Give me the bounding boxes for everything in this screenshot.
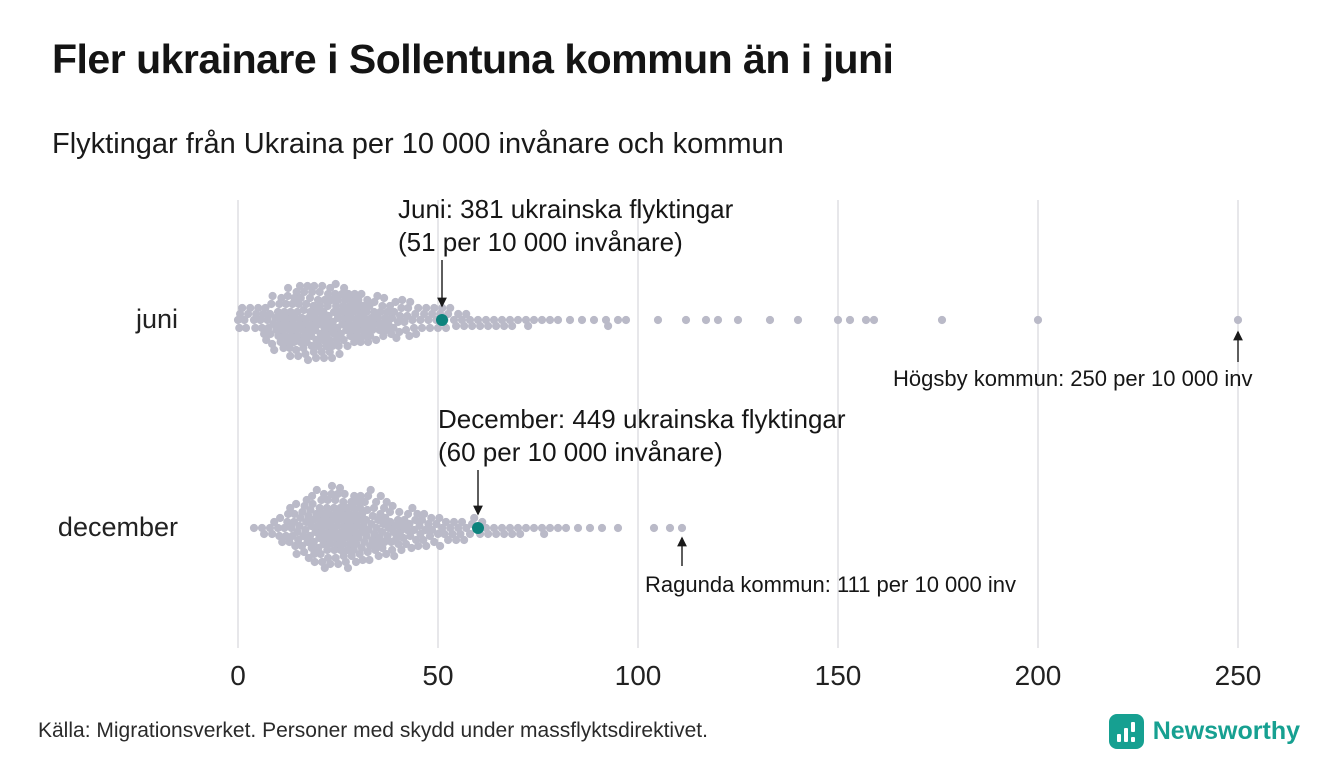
x-axis-tick-labels: 0 50 100 150 200 250 — [0, 660, 1340, 696]
annotation-december-highlight: December: 449 ukrainska flyktingar (60 p… — [438, 403, 846, 469]
row-label-juni: juni — [135, 304, 178, 334]
row-label-december: december — [57, 512, 178, 542]
source-note: Källa: Migrationsverket. Personer med sk… — [38, 719, 708, 742]
annotation-ragunda-outlier: Ragunda kommun: 111 per 10 000 inv — [645, 572, 1016, 597]
brand-lockup: Newsworthy — [1108, 714, 1300, 749]
annotation-juni-highlight: Juni: 381 ukrainska flyktingar (51 per 1… — [398, 193, 733, 259]
chart-subtitle: Flyktingar från Ukraina per 10 000 invån… — [52, 128, 784, 160]
page-title: Fler ukrainare i Sollentuna kommun än i … — [52, 36, 894, 82]
annotation-hogsby-outlier: Högsby kommun: 250 per 10 000 inv — [893, 366, 1253, 391]
newsworthy-logo-icon — [1108, 714, 1144, 749]
x-axis-tick: 250 — [1214, 660, 1262, 691]
annotation-december-line1: December: 449 ukrainska flyktingar — [438, 404, 846, 434]
annotation-juni-line2: (51 per 10 000 invånare) — [398, 227, 683, 257]
x-axis-tick: 0 — [230, 660, 246, 691]
brand-name: Newsworthy — [1152, 717, 1300, 745]
x-axis-tick: 100 — [614, 660, 662, 691]
x-axis-tick: 200 — [1014, 660, 1062, 691]
x-axis-tick: 50 — [422, 660, 454, 691]
annotation-juni-line1: Juni: 381 ukrainska flyktingar — [398, 194, 734, 224]
x-axis-tick: 150 — [814, 660, 862, 691]
annotation-december-line2: (60 per 10 000 invånare) — [438, 437, 723, 467]
